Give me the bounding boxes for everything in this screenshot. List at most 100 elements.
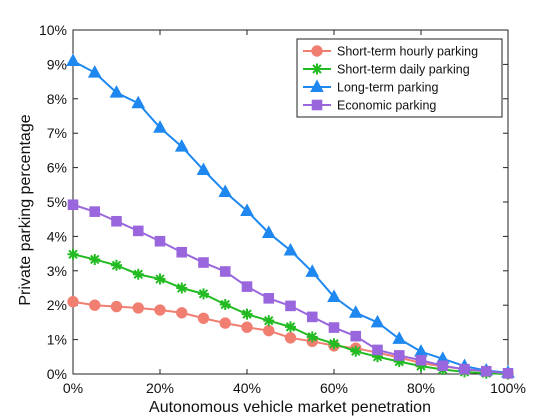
y-tick-label: 4% <box>47 228 67 244</box>
series-1-point <box>132 302 144 314</box>
series-4-point <box>502 368 514 379</box>
legend-label: Economic parking <box>337 99 436 113</box>
series-1-point <box>263 324 275 337</box>
series-2-point-glyph <box>393 356 405 368</box>
legend-marker-2 <box>311 63 323 75</box>
series-2-point <box>219 299 231 311</box>
series-3-point <box>261 225 276 238</box>
y-tick-label: 8% <box>47 91 67 107</box>
series-2-point-glyph <box>111 259 122 271</box>
series-3-point <box>414 344 428 357</box>
series-2-point-glyph <box>67 248 79 260</box>
series-2-point-glyph <box>132 268 144 280</box>
series-2-point <box>241 308 253 320</box>
series-4-point <box>111 215 122 227</box>
series-2-point <box>198 288 209 300</box>
series-2-point <box>89 253 101 265</box>
series-3-point <box>240 203 254 216</box>
series-3-point <box>218 184 233 198</box>
legend-label: Long-term parking <box>337 81 438 95</box>
series-2-point-glyph <box>306 331 318 343</box>
legend-label: Short-term daily parking <box>337 63 470 77</box>
x-tick-label: 60% <box>320 380 348 396</box>
series-3-point <box>392 331 407 344</box>
y-tick-label: 1% <box>47 332 67 348</box>
series-4-point <box>263 293 275 304</box>
x-axis-title: Autonomous vehicle market penetration <box>149 399 431 416</box>
series-4-point <box>241 281 253 292</box>
series-3-point <box>174 139 189 152</box>
series-3-point <box>87 65 102 78</box>
series-4-point <box>350 330 362 342</box>
x-tick-label: 100% <box>490 380 526 396</box>
series-1-point <box>110 300 123 313</box>
series-2-point-glyph <box>241 308 253 320</box>
series-1-point <box>67 296 79 308</box>
x-tick-label: 20% <box>146 380 174 396</box>
series-3-point <box>109 85 124 98</box>
y-axis-title: Private parking percentage <box>17 114 34 305</box>
x-tick-label: 80% <box>407 380 435 396</box>
series-2-point <box>415 360 427 372</box>
series-4-point <box>437 360 449 372</box>
series-4-point <box>89 206 101 217</box>
series-2-point <box>67 248 79 260</box>
series-2-point-glyph <box>350 345 362 357</box>
y-tick-label: 0% <box>47 366 67 382</box>
series-2-point <box>393 356 405 368</box>
series-2-point-glyph <box>176 282 188 294</box>
series-2-point-glyph <box>285 321 296 333</box>
series-4-point <box>415 354 427 366</box>
series-2-point <box>176 282 188 294</box>
series-2-point <box>154 273 166 285</box>
series-2-point <box>306 331 318 343</box>
y-tick-label: 10% <box>39 22 67 38</box>
series-4-point <box>198 257 209 268</box>
series-4-point <box>393 350 405 361</box>
series-2-point-glyph <box>372 351 383 363</box>
series-2-point-glyph <box>154 273 166 285</box>
series-4-point <box>67 199 79 211</box>
legend-marker-3 <box>310 79 324 92</box>
series-1-point <box>197 312 210 324</box>
legend-box <box>296 38 503 118</box>
series-1-point <box>284 332 297 344</box>
legend-label: Short-term hourly parking <box>337 45 478 59</box>
series-3-point <box>66 53 80 66</box>
y-tick-label: 7% <box>47 125 67 141</box>
series-4-point <box>132 225 144 237</box>
series-4-point <box>480 365 492 377</box>
series-2-point <box>328 338 340 350</box>
series-2-point-glyph <box>219 299 231 311</box>
y-tick-label: 5% <box>47 194 67 210</box>
series-3-point <box>131 95 146 109</box>
series-4-point <box>328 322 340 333</box>
series-2-point-glyph <box>328 338 340 350</box>
series-4-point <box>285 300 296 312</box>
legend-marker-1 <box>311 45 323 57</box>
x-tick-label: 0% <box>63 380 83 396</box>
series-4-point <box>176 246 188 258</box>
series-2-point <box>132 268 144 280</box>
series-4-point <box>459 363 470 375</box>
series-1-point <box>241 321 253 333</box>
legend-marker-2-glyph <box>311 63 323 75</box>
series-3-point <box>196 162 211 176</box>
series-3-point <box>153 120 167 133</box>
series-3-point <box>348 305 363 318</box>
series-1-point <box>89 299 101 311</box>
series-2-point <box>285 321 296 333</box>
series-2-point-glyph <box>89 253 101 265</box>
series-2-point-glyph <box>263 315 275 327</box>
series-2-point <box>350 345 362 357</box>
series-3-point <box>370 314 385 328</box>
series-2-point-glyph <box>198 288 209 300</box>
series-4-point <box>306 311 318 323</box>
x-tick-label: 40% <box>233 380 261 396</box>
series-4-point <box>372 344 383 356</box>
series-2-point <box>372 351 383 363</box>
legend-marker-4 <box>311 99 323 111</box>
series-3-point <box>305 264 320 277</box>
